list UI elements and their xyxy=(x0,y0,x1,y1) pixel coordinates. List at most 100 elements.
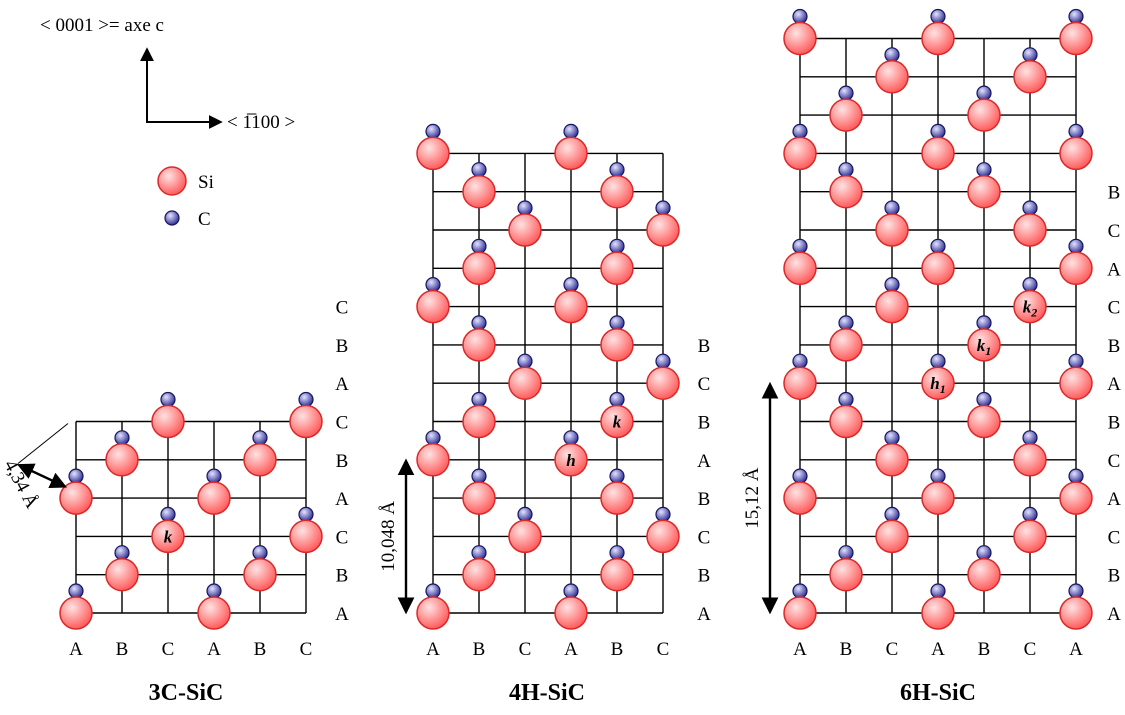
column-label: B xyxy=(116,639,129,660)
silicon-atom xyxy=(554,596,588,630)
orientation-key: < 0001 >= axe c < 1̅100 > xyxy=(40,15,295,133)
column-label: C xyxy=(162,639,175,660)
silicon-atom xyxy=(646,213,680,247)
column-label: A xyxy=(69,639,83,660)
carbon-atom xyxy=(609,315,625,331)
silicon-atom xyxy=(783,21,817,56)
carbon-atom xyxy=(425,430,441,446)
legend-silicon-label: Si xyxy=(198,172,214,193)
c-axis-label: < 0001 >= axe c xyxy=(40,15,164,36)
carbon-atom xyxy=(425,277,441,293)
silicon-atom xyxy=(783,136,817,171)
column-label: B xyxy=(611,639,624,660)
carbon-atom xyxy=(930,123,946,139)
period-dimension-label: 10,048 Å xyxy=(378,501,399,572)
silicon-atom xyxy=(783,366,817,400)
site-label-k: k xyxy=(164,527,173,546)
carbon-atom xyxy=(160,391,176,408)
silicon-atom xyxy=(783,596,817,630)
silicon-atom xyxy=(554,136,588,171)
silicon-atom xyxy=(508,366,542,400)
row-label: B xyxy=(698,413,711,434)
silicon-atom xyxy=(1013,60,1047,94)
column-label: A xyxy=(793,639,807,660)
silicon-atom xyxy=(921,21,955,56)
silicon-atom xyxy=(105,443,139,477)
carbon-atom xyxy=(1022,277,1038,293)
silicon-atom xyxy=(462,174,496,209)
carbon-atom xyxy=(471,391,487,408)
silicon-atom xyxy=(921,251,955,286)
silicon-atom xyxy=(508,213,542,247)
row-label: A xyxy=(335,374,349,395)
carbon-atom xyxy=(1068,468,1084,484)
silicon-atom xyxy=(462,481,496,515)
row-label: A xyxy=(1107,374,1121,395)
row-label: C xyxy=(698,374,711,395)
silicon-atom xyxy=(1059,251,1093,286)
silicon-atom xyxy=(59,596,93,630)
legend-carbon-label: C xyxy=(198,209,211,230)
silicon-atom xyxy=(462,404,496,439)
carbon-atom xyxy=(976,391,992,408)
column-label: B xyxy=(473,639,486,660)
panel-title-3c-sic: 3C-SiC xyxy=(149,680,224,706)
dimension-leader-line xyxy=(17,423,69,464)
column-label: C xyxy=(519,639,532,660)
silicon-atom xyxy=(1013,213,1047,247)
silicon-atom xyxy=(646,519,680,554)
silicon-atom xyxy=(600,251,634,286)
carbon-atom xyxy=(471,545,487,561)
silicon-atom xyxy=(416,443,450,477)
row-label: C xyxy=(1108,451,1121,472)
silicon-atom xyxy=(1059,366,1093,400)
column-label: A xyxy=(1069,639,1083,660)
silicon-atom xyxy=(600,481,634,515)
carbon-atom xyxy=(471,238,487,254)
carbon-atom xyxy=(68,468,84,484)
row-label: B xyxy=(698,336,711,357)
carbon-atom xyxy=(563,123,579,139)
column-label: C xyxy=(300,639,313,660)
carbon-atom xyxy=(930,238,946,254)
carbon-atom xyxy=(1068,353,1084,369)
row-label: C xyxy=(698,527,711,548)
silicon-atom xyxy=(59,481,93,515)
row-label: C xyxy=(1108,221,1121,242)
carbon-atom xyxy=(1022,430,1038,446)
row-label: A xyxy=(697,604,711,625)
column-label: C xyxy=(657,639,670,660)
row-label: B xyxy=(1108,566,1121,587)
carbon-atom xyxy=(471,468,487,484)
carbon-atom xyxy=(114,545,130,561)
row-label: C xyxy=(1108,527,1121,548)
silicon-atom xyxy=(783,481,817,515)
carbon-atom xyxy=(1022,47,1038,63)
silicon-atom xyxy=(967,174,1001,209)
silicon-atom xyxy=(462,557,496,592)
carbon-atom xyxy=(609,238,625,254)
silicon-atom xyxy=(416,596,450,630)
carbon-atom xyxy=(792,353,808,369)
silicon-atom xyxy=(1059,21,1093,56)
silicon-atom xyxy=(875,213,909,247)
silicon-atom xyxy=(829,557,863,592)
silicon-atom xyxy=(829,98,863,132)
silicon-atom xyxy=(243,443,277,477)
legend-silicon-atom xyxy=(157,166,187,196)
carbon-atom xyxy=(425,583,441,599)
carbon-atom xyxy=(1022,506,1038,523)
silicon-atom xyxy=(197,481,231,515)
carbon-atom xyxy=(160,506,176,523)
silicon-atom xyxy=(600,328,634,362)
silicon-atom xyxy=(967,328,1001,362)
silicon-atom xyxy=(151,519,185,554)
carbon-atom xyxy=(609,545,625,561)
carbon-atom xyxy=(838,545,854,561)
carbon-atom xyxy=(206,468,222,484)
silicon-atom xyxy=(462,251,496,286)
silicon-atom xyxy=(1059,596,1093,630)
